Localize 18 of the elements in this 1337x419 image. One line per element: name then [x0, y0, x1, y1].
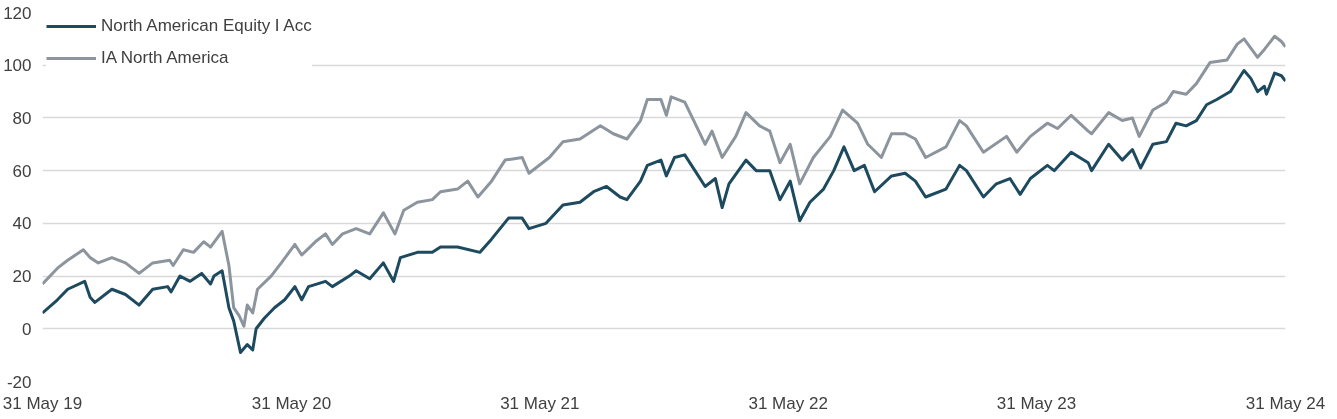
x-tick-label: 31 May 20 [251, 393, 332, 413]
y-tick-label: 100 [3, 56, 32, 76]
legend-label: North American Equity I Acc [101, 16, 312, 36]
y-tick-label: 20 [12, 267, 32, 287]
y-tick-label: 80 [12, 108, 32, 128]
y-tick-label: 60 [12, 161, 32, 181]
x-tick-label: 31 May 22 [748, 393, 828, 413]
line-series [42, 68, 1286, 355]
legend-label: IA North America [101, 48, 229, 68]
y-tick-label: 120 [3, 3, 32, 23]
x-tick-label: 31 May 23 [996, 393, 1077, 413]
x-tick-label: 31 May 19 [2, 393, 83, 413]
y-tick-label: 0 [22, 319, 32, 339]
y-tick-label: 40 [12, 214, 32, 234]
line-series [42, 34, 1286, 328]
x-tick-label: 31 May 24 [1245, 393, 1326, 413]
y-tick-label: -20 [6, 372, 32, 392]
x-tick-label: 31 May 21 [500, 393, 580, 413]
